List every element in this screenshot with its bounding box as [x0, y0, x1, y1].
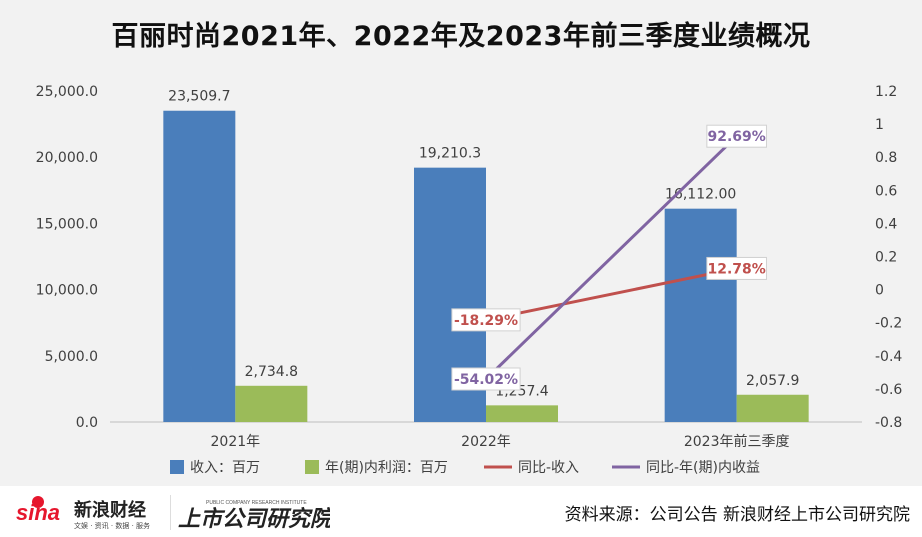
bar-value-label: 19,210.3: [419, 146, 481, 162]
y-left-tick-label: 25,000.0: [36, 84, 98, 100]
y-left-tick-label: 5,000.0: [45, 349, 98, 365]
y-right-tick-label: 0: [875, 283, 884, 299]
bar-value-label: 2,057.9: [746, 373, 799, 389]
legend-label: 收入：百万: [190, 460, 260, 476]
bar: [664, 208, 737, 422]
bar-value-label: 16,112.00: [665, 187, 736, 203]
y-right-tick-label: -0.4: [875, 349, 902, 365]
line-value-label: 12.78%: [708, 261, 766, 277]
legend-label: 年(期)内利润：百万: [325, 460, 448, 476]
line-value-label-box: [706, 124, 767, 148]
sina-brand-text: 新浪财经: [74, 499, 146, 521]
line-value-label: -54.02%: [454, 372, 518, 388]
x-tick-label: 2021年: [211, 434, 261, 450]
y-right-tick-label: -0.8: [875, 415, 902, 431]
svg-text:sina: sina: [16, 500, 60, 525]
bar: [486, 405, 558, 422]
y-right-tick-label: 1.2: [875, 84, 897, 100]
brand-subtitle: PUBLIC COMPANY RESEARCH INSTITUTE: [206, 500, 307, 506]
chart-title: 百丽时尚2021年、2022年及2023年前三季度业绩概况: [111, 21, 811, 52]
y-left-tick-label: 20,000.0: [36, 150, 98, 166]
bar: [163, 110, 236, 423]
y-left-tick-label: 15,000.0: [36, 216, 98, 232]
sina-logo: sina 新浪财经 文娱 · 资讯 · 数据 · 服务: [16, 496, 150, 530]
research-institute-logo: PUBLIC COMPANY RESEARCH INSTITUTE 上市公司研究…: [170, 495, 330, 532]
legend-label: 同比-收入: [518, 460, 579, 476]
brand-text: 上市公司研究院: [178, 506, 330, 532]
line-value-label: -18.29%: [454, 313, 518, 329]
y-right-tick-label: -0.2: [875, 316, 902, 332]
legend-label: 同比-年(期)内收益: [646, 460, 760, 476]
sina-brand-subtitle: 文娱 · 资讯 · 数据 · 服务: [74, 521, 150, 530]
line-value-label-box: [451, 308, 521, 332]
bar-value-label: 23,509.7: [168, 89, 230, 105]
bar-value-label: 2,734.8: [245, 364, 298, 380]
series-line: [484, 135, 738, 381]
chart-canvas: 0.0 5,000.0 10,000.0 15,000.0 20,000.0 25,000…: [36, 84, 903, 476]
y-right-tick-label: 0.2: [875, 250, 897, 266]
y-right-tick-label: 0.6: [875, 183, 897, 199]
footer: sina 新浪财经 文娱 · 资讯 · 数据 · 服务 PUBLIC COMPA…: [0, 486, 922, 537]
y-left-tick-label: 10,000.0: [36, 283, 98, 299]
line-value-label-box: [706, 256, 767, 280]
y-right-tick-label: -0.6: [875, 382, 902, 398]
series-line: [485, 266, 737, 322]
y-right-tick-label: 1: [875, 117, 884, 133]
line-value-label: 92.69%: [708, 129, 766, 145]
legend-swatch: [305, 460, 319, 474]
legend-swatch: [170, 460, 184, 474]
x-tick-label: 2023年前三季度: [684, 433, 790, 450]
y-left-tick-label: 0.0: [76, 415, 98, 431]
bar: [235, 385, 308, 422]
y-right-tick-label: 0.8: [875, 150, 897, 166]
y-right-tick-label: 0.4: [875, 216, 897, 232]
source-note: 资料来源：公司公告 新浪财经上市公司研究院: [564, 505, 910, 525]
bar: [736, 394, 809, 422]
x-tick-label: 2022年: [461, 434, 511, 450]
line-value-label-box: [451, 367, 521, 391]
